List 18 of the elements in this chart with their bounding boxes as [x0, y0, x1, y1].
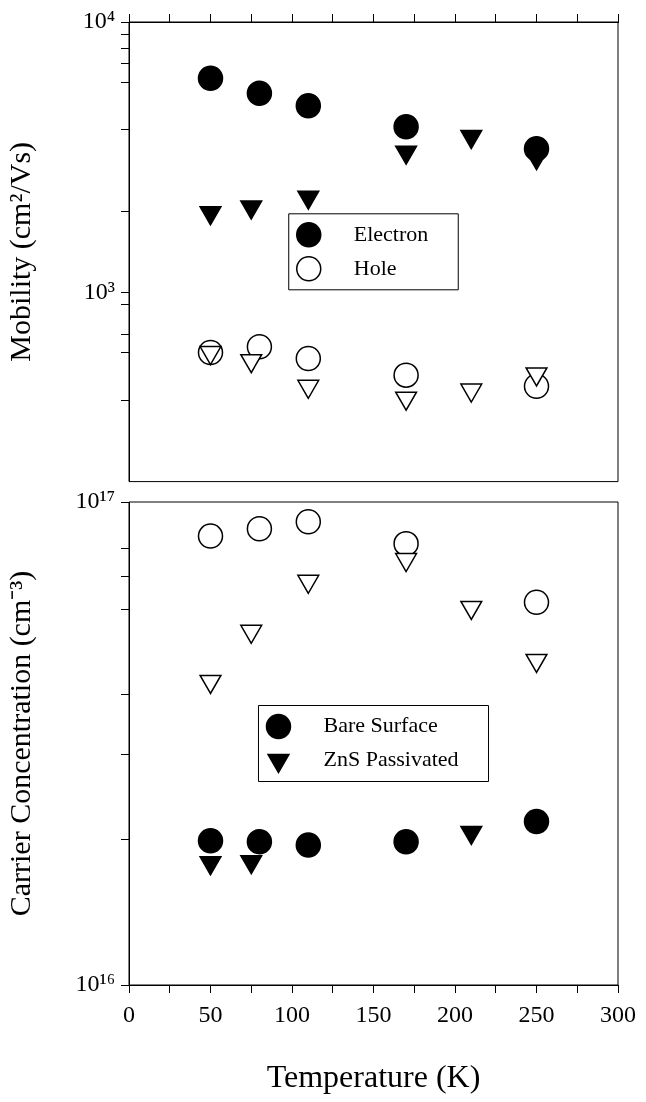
y-tick-label: 10³	[83, 277, 115, 304]
x-tick-label: 100	[274, 1000, 310, 1027]
y-tick-label: 10¹⁷	[75, 487, 115, 514]
legend-label: Hole	[353, 254, 397, 280]
y-axis-title: Carrier Concentration (cm⁻³)	[2, 570, 37, 917]
x-tick-label: 200	[437, 1000, 473, 1027]
x-tick-label: 0	[123, 1000, 135, 1027]
y-tick-label: 10¹⁶	[75, 970, 115, 997]
y-axis-title: Mobility (cm²/Vs)	[2, 141, 37, 362]
legend-label: Bare Surface	[323, 712, 438, 738]
x-tick-label: 50	[198, 1000, 223, 1027]
x-axis-title: Temperature (K)	[266, 1058, 481, 1095]
legend-label: ZnS Passivated	[323, 746, 459, 772]
legend-label: Electron	[353, 220, 429, 246]
x-tick-label: 300	[600, 1000, 636, 1027]
x-tick-label: 250	[518, 1000, 555, 1027]
y-tick-label: 10⁴	[82, 7, 115, 34]
x-tick-label: 150	[355, 1000, 392, 1027]
